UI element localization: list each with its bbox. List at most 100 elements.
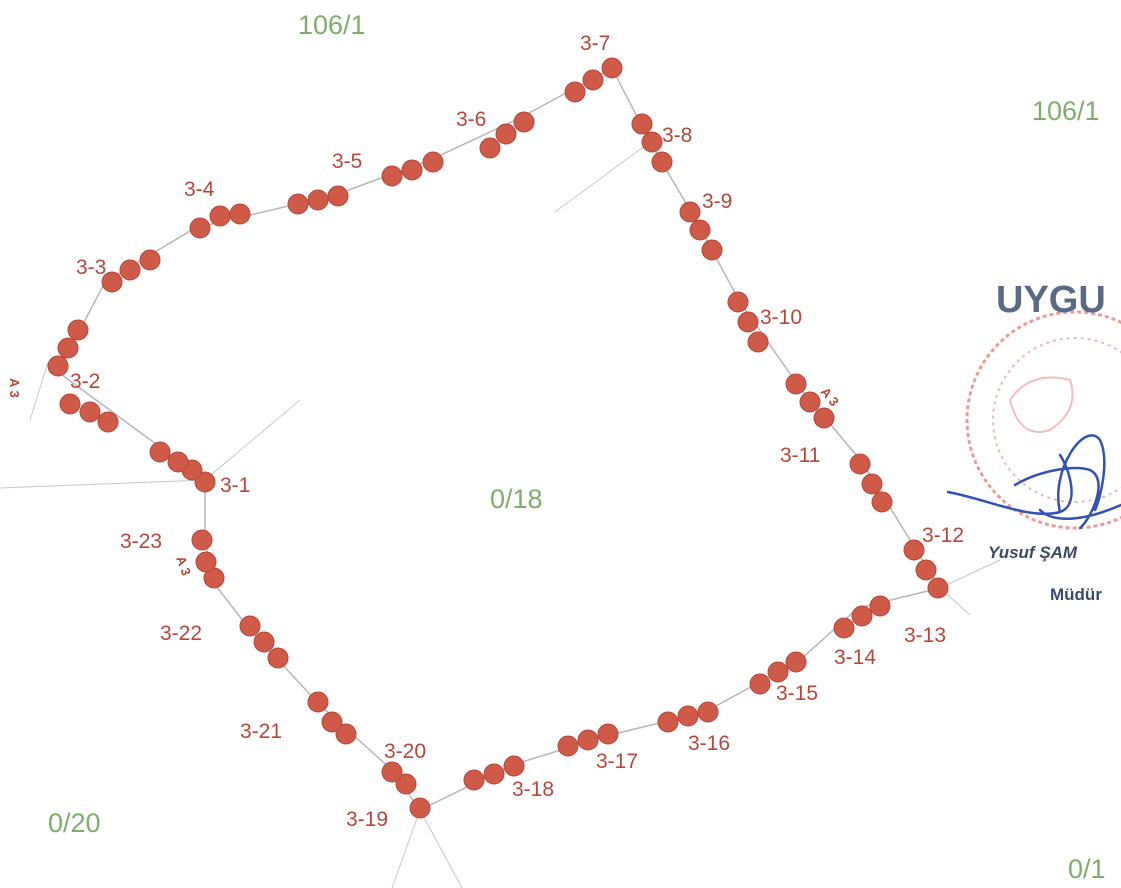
- boundary-point: [321, 711, 343, 733]
- boundary-point: [239, 615, 261, 637]
- boundary-point: [701, 239, 723, 261]
- signer-title: Müdür: [1050, 585, 1102, 604]
- boundary-point: [479, 137, 501, 159]
- boundary-point: [601, 57, 623, 79]
- boundary-point: [747, 331, 769, 353]
- vertex-label-3-22: 3-22: [160, 622, 202, 645]
- boundary-point: [582, 69, 604, 91]
- stamp-text: UYGU: [996, 279, 1106, 321]
- boundary-point: [813, 407, 835, 429]
- official-stamp: UYGU Yusuf ŞAM Müdür: [946, 279, 1121, 604]
- vertex-label-3-3: 3-3: [76, 256, 106, 279]
- boundary-point: [577, 729, 599, 751]
- boundary-point: [381, 165, 403, 187]
- boundary-point: [677, 705, 699, 727]
- boundary-point: [307, 189, 329, 211]
- vertex-label-3-6: 3-6: [456, 108, 486, 131]
- vertex-label-3-18: 3-18: [512, 778, 554, 801]
- parcel-labels: 106/1 106/1 0/18 0/20 0/1: [48, 10, 1106, 884]
- boundary-point: [785, 651, 807, 673]
- boundary-point: [47, 355, 69, 377]
- vertex-label-3-10: 3-10: [760, 306, 802, 329]
- boundary-point: [59, 393, 81, 415]
- boundary-point: [799, 391, 821, 413]
- vertex-label-3-19: 3-19: [346, 808, 388, 831]
- vertex-label-3-4: 3-4: [184, 178, 215, 201]
- boundary-point: [287, 193, 309, 215]
- vertex-label-3-14: 3-14: [834, 646, 876, 669]
- vertex-label-3-17: 3-17: [596, 750, 638, 773]
- boundary-point: [67, 319, 89, 341]
- boundary-point: [697, 701, 719, 723]
- boundary-point: [903, 539, 925, 561]
- boundary-point: [631, 113, 653, 135]
- boundary-point: [785, 373, 807, 395]
- boundary-point: [57, 337, 79, 359]
- boundary-point: [641, 131, 663, 153]
- neighbour-boundaries: [0, 141, 1001, 888]
- vertex-label-3-23: 3-23: [120, 530, 162, 553]
- boundary-point: [679, 201, 701, 223]
- boundary-point: [191, 529, 213, 551]
- boundary-point: [194, 471, 216, 493]
- parcel-label-center: 0/18: [490, 484, 543, 514]
- boundary-point: [657, 711, 679, 733]
- boundary-point: [381, 761, 403, 783]
- parcel-label-top-right: 106/1: [1032, 96, 1100, 126]
- side-mark-2: A 3: [818, 384, 842, 409]
- boundary-point: [189, 217, 211, 239]
- boundary-point: [557, 735, 579, 757]
- vertex-label-3-15: 3-15: [776, 682, 818, 705]
- boundary-point: [833, 617, 855, 639]
- boundary-point: [483, 763, 505, 785]
- vertex-label-3-16: 3-16: [688, 732, 730, 755]
- boundary-point: [495, 123, 517, 145]
- boundary-point: [409, 797, 431, 819]
- parcel-label-bottom-right: 0/1: [1068, 854, 1106, 884]
- boundary-point: [869, 595, 891, 617]
- boundary-point: [463, 769, 485, 791]
- parcel-label-bottom-left: 0/20: [48, 808, 101, 838]
- side-mark-3: A 3: [173, 554, 194, 578]
- boundary-point: [149, 441, 171, 463]
- boundary-point: [727, 291, 749, 313]
- signer-name: Yusuf ŞAM: [988, 543, 1078, 562]
- boundary-point: [307, 691, 329, 713]
- vertex-label-3-20: 3-20: [384, 740, 426, 763]
- parcel-label-top-left: 106/1: [298, 10, 366, 40]
- boundary-point: [97, 411, 119, 433]
- vertex-label-3-8: 3-8: [662, 124, 692, 147]
- boundary-point: [749, 673, 771, 695]
- boundary-point: [327, 185, 349, 207]
- vertex-labels: 3-1 3-2 3-3 3-4 3-5 3-6 3-7 3-8 3-9 3-10…: [70, 32, 964, 831]
- boundary-point: [513, 111, 535, 133]
- boundary-point: [597, 723, 619, 745]
- boundary-point: [422, 151, 444, 173]
- side-mark-1: A 3: [7, 378, 22, 398]
- boundary-point: [689, 219, 711, 241]
- boundary-point: [395, 773, 417, 795]
- boundary-point: [139, 249, 161, 271]
- signature-stroke: [946, 434, 1121, 530]
- boundary-point: [851, 605, 873, 627]
- boundary-point: [651, 151, 673, 173]
- boundary-point: [253, 631, 275, 653]
- boundary-point: [767, 661, 789, 683]
- vertex-label-3-7: 3-7: [580, 32, 610, 55]
- vertex-label-3-13: 3-13: [904, 624, 946, 647]
- boundary-point: [401, 159, 423, 181]
- boundary-point: [79, 401, 101, 423]
- boundary-point: [861, 473, 883, 495]
- boundary-point: [737, 311, 759, 333]
- boundary-point: [101, 271, 123, 293]
- boundary-point: [267, 647, 289, 669]
- boundary-point: [564, 81, 586, 103]
- boundary-point: [229, 203, 251, 225]
- vertex-label-3-5: 3-5: [332, 150, 362, 173]
- boundary-point: [195, 551, 217, 573]
- stamp-inner-ring: [992, 337, 1121, 503]
- boundary-point: [849, 453, 871, 475]
- boundary-point: [335, 723, 357, 745]
- vertex-label-3-21: 3-21: [240, 720, 282, 743]
